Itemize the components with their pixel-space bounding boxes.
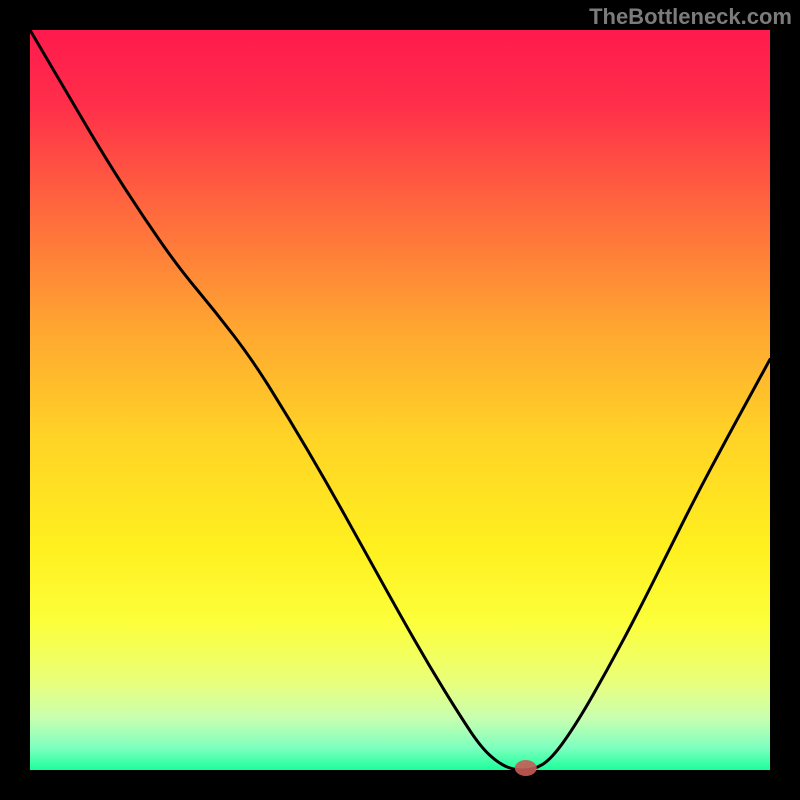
chart-svg: [0, 0, 800, 800]
watermark-text: TheBottleneck.com: [589, 4, 792, 30]
chart-plot-background: [30, 30, 770, 770]
optimal-point-marker: [515, 760, 537, 776]
bottleneck-chart: TheBottleneck.com: [0, 0, 800, 800]
